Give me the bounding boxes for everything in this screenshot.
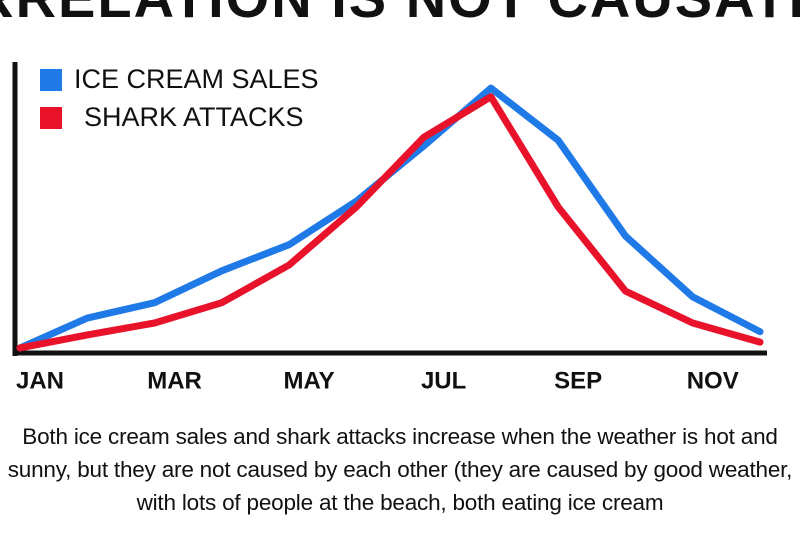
x-tick-label: MAR xyxy=(147,367,202,394)
series-line xyxy=(16,93,764,352)
legend-label: ICE CREAM SALES xyxy=(74,64,319,94)
x-tick-label: NOV xyxy=(687,367,739,394)
x-tick-label: MAY xyxy=(284,367,335,394)
chart: CORRELATION IS NOT CAUSATION! JAN MAR MAY J… xyxy=(0,0,800,394)
legend-swatch xyxy=(40,107,62,129)
chart-title: CORRELATION IS NOT CAUSATION! xyxy=(0,0,800,29)
x-tick-label: JUL xyxy=(421,367,466,394)
caption: Both ice cream sales and shark attacks i… xyxy=(7,424,793,515)
legend-label: SHARK ATTACKS xyxy=(84,102,304,132)
x-tick-label: JAN xyxy=(16,367,64,394)
legend-swatch xyxy=(40,69,62,91)
x-tick-label: SEP xyxy=(554,367,602,394)
